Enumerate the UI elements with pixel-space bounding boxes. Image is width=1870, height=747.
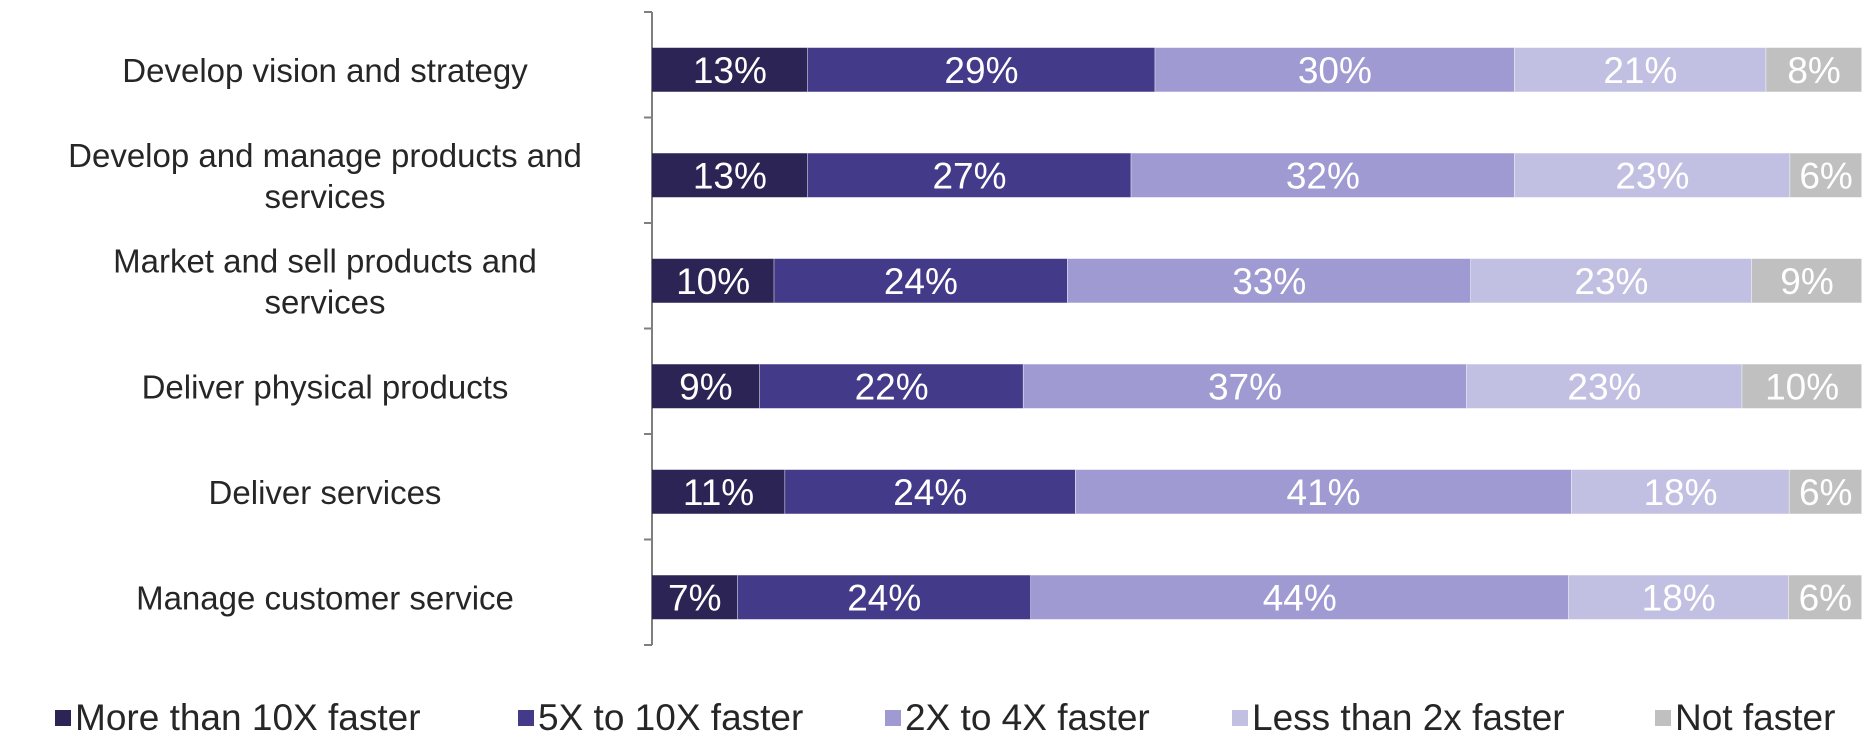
category-label: Manage customer service [136,579,514,616]
bar-segment [652,153,808,198]
bar-segment [807,47,1156,92]
data-label: 11% [683,472,754,513]
bar-segments: 13% 29% 30% 21% 8% 13% 27% 32% 23% 6% 10% 24% 33% 23%… [652,47,1863,620]
bar-segment [807,153,1132,198]
bar-segment [652,469,786,514]
bar-segment [1568,575,1789,620]
bar-segment [1742,364,1862,409]
bar-segment [652,258,775,303]
data-label: 30% [1298,50,1372,91]
data-label: 29% [944,50,1018,91]
category-label: Market and sell products and services [113,242,537,320]
data-label: 23% [1567,366,1641,407]
legend-swatch [1655,710,1671,726]
bar-segment [774,258,1068,303]
bar-segment [1766,47,1862,92]
bar-segment [1155,47,1515,92]
data-label: 7% [668,577,721,618]
data-label: 24% [884,261,958,302]
data-label: 32% [1286,155,1360,196]
bar-segment [1466,364,1743,409]
bar-segment [1470,258,1752,303]
bar-segment [1075,469,1572,514]
legend-item: 5X to 10X faster [518,697,803,738]
bar-segment [1789,469,1862,514]
legend: More than 10X faster 5X to 10X faster 2X t… [55,697,1835,738]
bar-segment [1788,575,1862,620]
legend-label: Less than 2x faster [1252,697,1565,738]
data-label: 9% [1780,261,1833,302]
data-label: 8% [1787,50,1840,91]
bar-segment [1790,153,1862,198]
legend-label: Not faster [1675,697,1835,738]
data-label: 41% [1287,472,1361,513]
legend-swatch [885,710,901,726]
data-label: 24% [893,472,967,513]
data-label: 23% [1615,155,1689,196]
data-label: 6% [1799,472,1852,513]
bar-segment [1571,469,1790,514]
legend-item: Not faster [1655,697,1835,738]
data-label: 10% [1765,366,1839,407]
legend-item: Less than 2x faster [1232,697,1565,738]
bar-segment [1752,258,1862,303]
data-label: 18% [1643,472,1717,513]
legend-label: 5X to 10X faster [538,697,803,738]
data-label: 13% [693,155,767,196]
legend-item: More than 10X faster [55,697,421,738]
bar-segment [652,47,808,92]
data-label: 24% [847,577,921,618]
bar-segment [1023,364,1467,409]
data-label: 13% [693,50,767,91]
bar-segment [1030,575,1569,620]
data-label: 10% [676,261,750,302]
bar-segment [737,575,1031,620]
data-label: 9% [679,366,732,407]
data-label: 22% [855,366,929,407]
data-label: 21% [1603,50,1677,91]
data-label: 6% [1799,577,1852,618]
legend-label: 2X to 4X faster [905,697,1150,738]
legend-swatch [55,710,71,726]
legend-label: More than 10X faster [75,697,421,738]
bar-segment [1514,153,1791,198]
bar-segment [652,364,760,409]
legend-swatch [518,710,534,726]
legend-item: 2X to 4X faster [885,697,1150,738]
bar-segment [652,575,738,620]
bar-segment [1514,47,1767,92]
bar-segment [1131,153,1515,198]
category-label: Develop and manage products and services [68,137,582,215]
bar-segment [759,364,1024,409]
category-label: Deliver physical products [142,368,509,405]
data-label: 37% [1208,366,1282,407]
bar-segment [785,469,1076,514]
category-label: Develop vision and strategy [122,52,528,89]
category-labels: Develop vision and strategy Develop and m… [68,52,582,617]
category-axis [644,11,653,646]
data-label: 27% [932,155,1006,196]
data-label: 6% [1799,155,1852,196]
bar-segment [1067,258,1471,303]
data-label: 18% [1642,577,1716,618]
data-label: 44% [1263,577,1337,618]
data-label: 23% [1574,261,1648,302]
data-label: 33% [1232,261,1306,302]
legend-swatch [1232,710,1248,726]
category-label: Deliver services [209,474,442,511]
